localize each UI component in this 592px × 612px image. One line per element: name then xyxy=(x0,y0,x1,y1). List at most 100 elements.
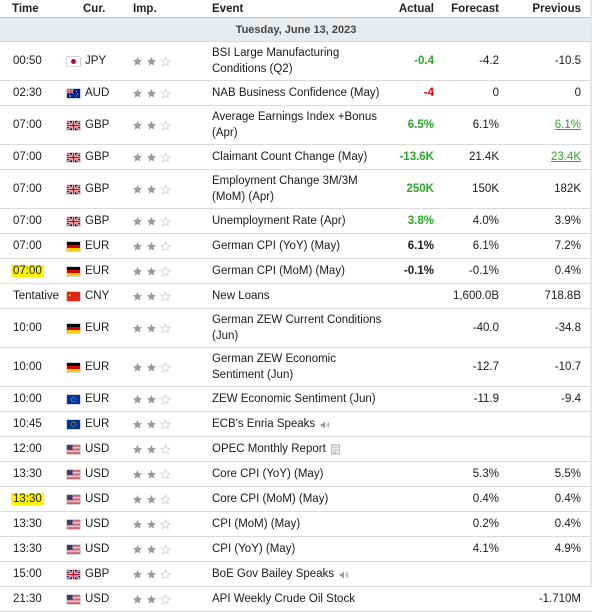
event-name[interactable]: Unemployment Rate (Apr) xyxy=(212,213,382,229)
event-name[interactable]: German ZEW Current Conditions (Jun) xyxy=(212,312,382,344)
event-time: 07:00 xyxy=(0,265,62,277)
event-time: 10:00 xyxy=(0,361,62,373)
event-row[interactable]: 10:00 EUR German ZEW Current Conditions (J… xyxy=(0,309,592,348)
col-currency-header[interactable]: Cur. xyxy=(83,2,106,15)
event-name-text[interactable]: API Weekly Crude Oil Stock xyxy=(212,593,355,605)
event-name-text[interactable]: Core CPI (MoM) (May) xyxy=(212,493,329,505)
event-time-text: Tentative xyxy=(13,290,60,302)
event-name-text[interactable]: German CPI (YoY) (May) xyxy=(212,240,341,252)
event-name-text[interactable]: OPEC Monthly Report xyxy=(212,443,326,455)
event-name-text[interactable]: CPI (MoM) (May) xyxy=(212,518,301,530)
forecast-value: 6.1% xyxy=(472,240,499,252)
event-row[interactable]: 00:50 JPY BSI Large Manufacturing Conditio… xyxy=(0,42,592,81)
event-row[interactable]: 13:30 USD Core CPI (YoY) (May) 5.3% 5.5% xyxy=(0,462,592,487)
star-icon xyxy=(132,152,143,163)
event-row[interactable]: 07:00 GBP Employment Change 3M/3M (MoM) (A… xyxy=(0,170,592,209)
event-row[interactable]: 12:00 USD OPEC Monthly Report xyxy=(0,437,592,462)
star-icon xyxy=(160,418,171,430)
flag-icon xyxy=(62,419,80,429)
event-name-text[interactable]: Core CPI (YoY) (May) xyxy=(212,468,324,480)
event-name-text[interactable]: NAB Business Confidence (May) xyxy=(212,87,380,99)
event-name[interactable]: NAB Business Confidence (May) xyxy=(212,85,382,101)
event-row[interactable]: 13:30 USD Core CPI (MoM) (May) 0.4% 0.4% xyxy=(0,487,592,512)
event-time-text: 10:00 xyxy=(13,393,42,405)
importance-stars xyxy=(132,240,212,252)
event-row[interactable]: 07:00 EUR German CPI (YoY) (May) 6.1% 6.1% 7.… xyxy=(0,234,592,259)
event-row[interactable]: 21:30 USD API Weekly Crude Oil Stock -1.710… xyxy=(0,587,592,612)
event-row[interactable]: 10:00 EUR ZEW Economic Sentiment (Jun) -11.… xyxy=(0,387,592,412)
previous-value-text: 0.4% xyxy=(554,493,581,505)
event-name[interactable]: CPI (YoY) (May) xyxy=(212,541,382,557)
event-name-text[interactable]: BSI Large Manufacturing Conditions (Q2) xyxy=(212,47,340,75)
event-name[interactable]: German CPI (MoM) (May) xyxy=(212,263,382,279)
event-name[interactable]: ZEW Economic Sentiment (Jun) xyxy=(212,391,382,407)
event-name[interactable]: OPEC Monthly Report xyxy=(212,441,382,457)
event-time: 13:30 xyxy=(0,493,62,505)
star-icon xyxy=(146,266,157,277)
event-name[interactable]: Employment Change 3M/3M (MoM) (Apr) xyxy=(212,173,382,205)
event-name-text[interactable]: CPI (YoY) (May) xyxy=(212,543,296,555)
event-name-text[interactable]: BoE Gov Bailey Speaks xyxy=(212,568,335,580)
event-name-text[interactable]: Employment Change 3M/3M (MoM) (Apr) xyxy=(212,175,358,203)
event-row[interactable]: 13:30 USD CPI (MoM) (May) 0.2% 0.4% xyxy=(0,512,592,537)
event-row[interactable]: 15:00 GBP BoE Gov Bailey Speaks xyxy=(0,562,592,587)
event-name[interactable]: New Loans xyxy=(212,288,382,304)
event-name[interactable]: German ZEW Economic Sentiment (Jun) xyxy=(212,351,382,383)
event-name-text[interactable]: New Loans xyxy=(212,290,270,302)
event-name[interactable]: Average Earnings Index +Bonus (Apr) xyxy=(212,109,382,141)
event-row[interactable]: 07:00 GBP Unemployment Rate (Apr) 3.8% 4.0% 3… xyxy=(0,209,592,234)
event-time-text: 15:00 xyxy=(13,568,42,580)
event-time: 10:00 xyxy=(0,322,62,334)
scrollbar[interactable] xyxy=(590,0,592,586)
event-name[interactable]: API Weekly Crude Oil Stock xyxy=(212,591,382,607)
event-name[interactable]: CPI (MoM) (May) xyxy=(212,516,382,532)
previous-value-text: 0 xyxy=(574,87,581,99)
event-row[interactable]: 07:00 GBP Claimant Count Change (May) -13.6… xyxy=(0,145,592,170)
star-icon xyxy=(146,184,157,195)
flag-icon xyxy=(62,469,80,479)
event-row[interactable]: 02:30 AUD NAB Business Confidence (May) -4 0… xyxy=(0,81,592,106)
event-row[interactable]: Tentative CNY New Loans 1,600.0B 718.8B xyxy=(0,284,592,309)
star-icon xyxy=(146,216,157,227)
star-icon xyxy=(146,544,157,555)
event-name[interactable]: ECB's Enria Speaks xyxy=(212,416,382,432)
star-icon xyxy=(160,119,171,131)
event-currency: EUR xyxy=(85,322,110,334)
event-row[interactable]: 07:00 EUR German CPI (MoM) (May) -0.1% -0.1%… xyxy=(0,259,592,284)
flag-icon xyxy=(62,184,80,194)
event-name-text[interactable]: ZEW Economic Sentiment (Jun) xyxy=(212,393,376,405)
previous-value: 0.4% xyxy=(499,518,581,530)
importance-stars xyxy=(132,568,212,580)
star-icon xyxy=(132,216,143,227)
star-icon xyxy=(160,265,171,277)
col-previous-header[interactable]: Previous xyxy=(532,2,581,15)
col-importance-header[interactable]: Imp. xyxy=(133,2,157,15)
event-name[interactable]: German CPI (YoY) (May) xyxy=(212,238,382,254)
event-name-text[interactable]: Claimant Count Change (May) xyxy=(212,151,368,163)
event-row[interactable]: 10:00 EUR German ZEW Economic Sentiment (J… xyxy=(0,348,592,387)
previous-value-text: 4.9% xyxy=(554,543,581,555)
event-name-text[interactable]: German ZEW Current Conditions (Jun) xyxy=(212,314,382,342)
event-name-text[interactable]: ECB's Enria Speaks xyxy=(212,418,316,430)
event-name-text[interactable]: Unemployment Rate (Apr) xyxy=(212,215,346,227)
event-row[interactable]: 10:45 EUR ECB's Enria Speaks xyxy=(0,412,592,437)
event-row[interactable]: 13:30 USD CPI (YoY) (May) 4.1% 4.9% xyxy=(0,537,592,562)
event-name[interactable]: BSI Large Manufacturing Conditions (Q2) xyxy=(212,45,382,77)
col-event-header[interactable]: Event xyxy=(212,2,244,15)
col-forecast-header[interactable]: Forecast xyxy=(451,2,499,15)
event-name-text[interactable]: German CPI (MoM) (May) xyxy=(212,265,345,277)
col-actual-header[interactable]: Actual xyxy=(398,2,434,15)
event-name[interactable]: BoE Gov Bailey Speaks xyxy=(212,566,382,582)
event-name[interactable]: Core CPI (YoY) (May) xyxy=(212,466,382,482)
event-name-text[interactable]: German ZEW Economic Sentiment (Jun) xyxy=(212,353,336,381)
event-row[interactable]: 07:00 GBP Average Earnings Index +Bonus (A… xyxy=(0,106,592,145)
flag-icon xyxy=(62,569,80,579)
event-name-text[interactable]: Average Earnings Index +Bonus (Apr) xyxy=(212,111,378,139)
event-name[interactable]: Claimant Count Change (May) xyxy=(212,149,382,165)
event-name[interactable]: Core CPI (MoM) (May) xyxy=(212,491,382,507)
col-time-header[interactable]: Time xyxy=(12,2,39,15)
star-icon xyxy=(132,291,143,302)
importance-stars xyxy=(132,151,212,163)
star-icon xyxy=(132,444,143,455)
